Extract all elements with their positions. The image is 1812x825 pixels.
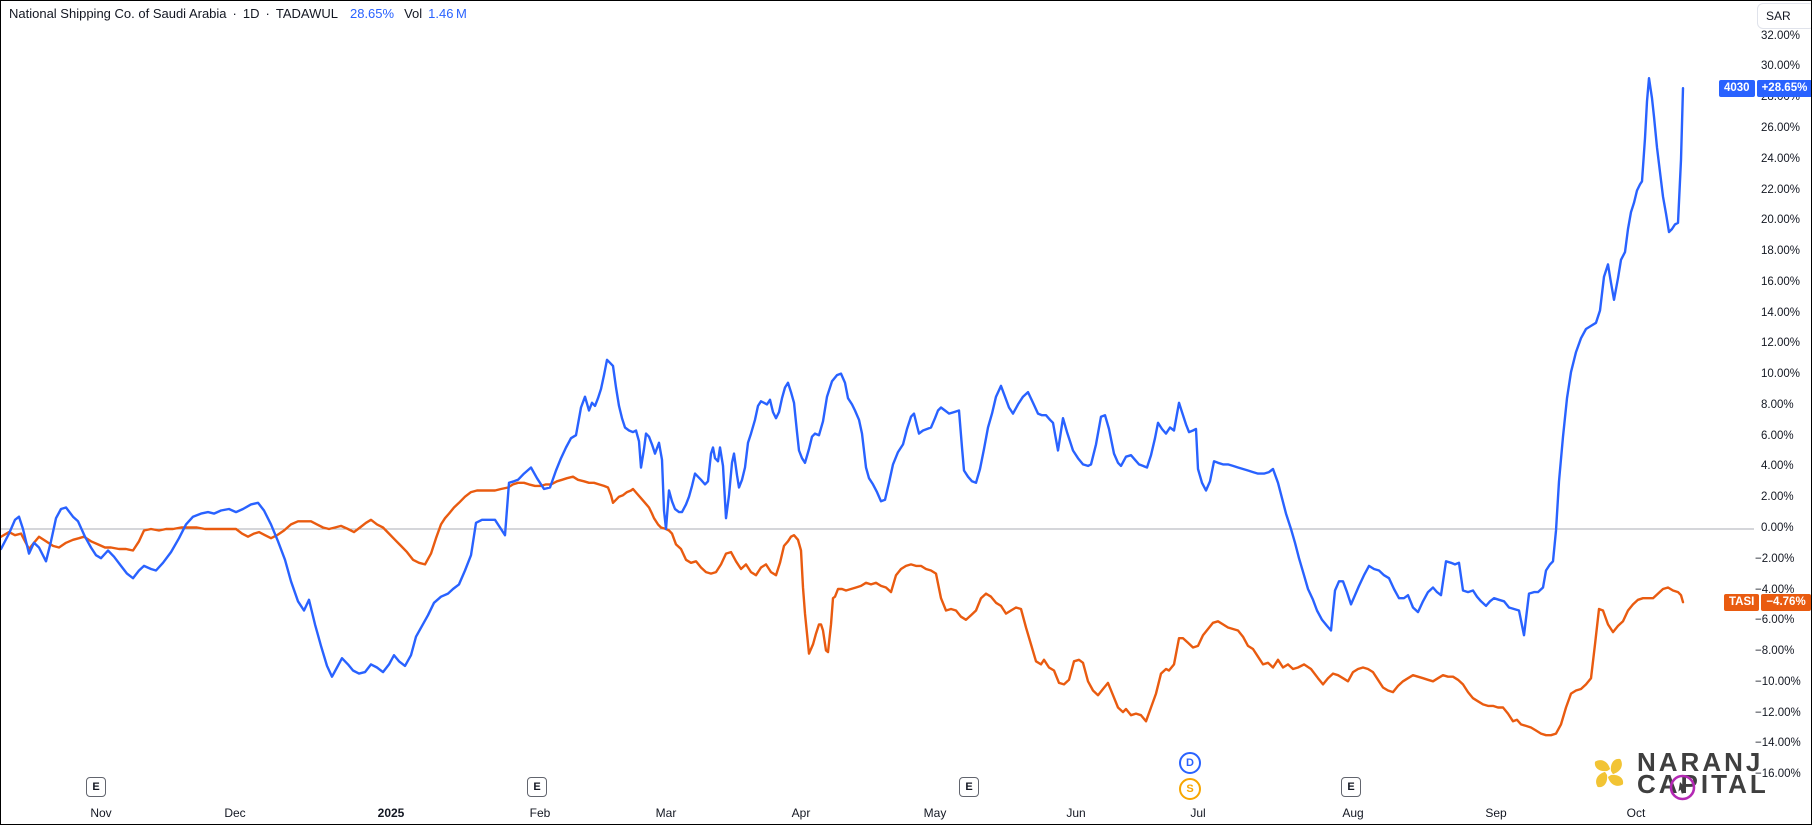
legend-separator: · — [232, 6, 237, 21]
flower-petal — [1607, 774, 1624, 786]
x-axis-month-label: Jul — [1190, 806, 1206, 820]
y-axis-tick-label: −14.00% — [1755, 737, 1801, 750]
x-axis-month-label: 2025 — [377, 806, 405, 820]
y-axis-tick-label: 8.00% — [1761, 398, 1794, 411]
cursor-highlight-icon — [1669, 774, 1696, 801]
volume-value: 1.46 M — [428, 6, 467, 21]
price-label-symbol: TASI — [1724, 593, 1760, 611]
x-axis-month-label: May — [923, 806, 947, 820]
y-axis-tick-label: 32.00% — [1761, 29, 1801, 42]
tasi-price-label: TASI −4.76% — [1724, 593, 1811, 611]
y-axis-tick-label: 20.00% — [1761, 214, 1801, 227]
y-axis-tick-label: 16.00% — [1761, 275, 1801, 288]
dividend-marker[interactable]: D — [1179, 752, 1201, 774]
x-axis-month-label: Sep — [1485, 806, 1507, 820]
stock-series-line[interactable] — [1, 76, 1685, 678]
y-axis-tick-label: 14.00% — [1761, 306, 1801, 319]
y-axis-tick-label: −2.00% — [1755, 552, 1795, 565]
y-axis-tick-label: 4.00% — [1761, 460, 1794, 473]
price-label-value: +28.65% — [1756, 79, 1811, 97]
symbol-title: National Shipping Co. of Saudi Arabia — [9, 6, 227, 21]
x-axis-month-label: Jun — [1066, 806, 1086, 820]
stock-price-label: 4030 +28.65% — [1719, 79, 1811, 97]
y-axis-tick-label: −12.00% — [1755, 706, 1801, 719]
y-axis-tick-label: 18.00% — [1761, 245, 1801, 258]
logo-line1: NARANJ — [1637, 747, 1764, 777]
x-axis-month-label: Aug — [1342, 806, 1364, 820]
x-axis-month-label: Dec — [224, 806, 246, 820]
earnings-marker[interactable]: E — [959, 777, 979, 797]
symbol-legend[interactable]: National Shipping Co. of Saudi Arabia · … — [9, 6, 467, 21]
earnings-marker[interactable]: E — [1341, 777, 1361, 797]
logo-line2: CAPITAL — [1637, 769, 1769, 799]
y-axis-tick-label: 10.00% — [1761, 368, 1801, 381]
naranj-flower-icon — [1594, 758, 1624, 788]
x-axis-month-label: Nov — [90, 806, 112, 820]
split-marker[interactable]: S — [1179, 778, 1201, 800]
price-scale[interactable]: 32.00% 30.00% 28.00% 26.00% 24.00% 22.00% 20.0… — [1751, 1, 1811, 824]
timeframe-label: 1D — [242, 6, 260, 21]
currency-label: SAR — [1766, 9, 1791, 23]
price-label-symbol: 4030 — [1719, 79, 1755, 97]
earnings-marker[interactable]: E — [527, 777, 547, 797]
y-axis-tick-label: 24.00% — [1761, 152, 1801, 165]
flower-petal — [1594, 760, 1611, 772]
x-axis-month-label: Mar — [655, 806, 677, 820]
time-axis[interactable]: Nov Dec 2025 Feb Mar Apr May Jun Jul Aug Sep Oct — [1, 801, 1811, 824]
flower-petal — [1596, 771, 1608, 788]
price-label-value: −4.76% — [1761, 593, 1811, 611]
y-axis-tick-label: −6.00% — [1755, 614, 1795, 627]
earnings-marker[interactable]: E — [86, 777, 106, 797]
y-axis-tick-label: 30.00% — [1761, 60, 1801, 73]
tasi-series-line[interactable] — [1, 475, 1685, 737]
currency-button[interactable]: SAR — [1757, 3, 1811, 29]
y-axis-tick-label: 2.00% — [1761, 491, 1794, 504]
y-axis-tick-label: 26.00% — [1761, 121, 1801, 134]
y-axis-tick-label: 0.00% — [1761, 522, 1794, 534]
exchange-label: TADAWUL — [275, 6, 338, 21]
volume-label: Vol — [404, 6, 423, 21]
y-axis-tick-label: 22.00% — [1761, 183, 1801, 196]
y-axis-tick-label: 12.00% — [1761, 337, 1801, 350]
y-axis-tick-label: −4.00% — [1755, 583, 1795, 596]
y-axis-tick-label: 6.00% — [1761, 429, 1794, 442]
y-axis-tick-label: −16.00% — [1755, 768, 1801, 781]
y-axis-tick-label: −10.00% — [1755, 675, 1801, 688]
naranj-capital-logo: NARANJ CAPITAL — [1591, 747, 1769, 799]
flower-petal — [1610, 758, 1622, 775]
legend-separator: · — [265, 6, 270, 21]
change-percent: 28.65% — [349, 6, 395, 21]
x-axis-month-label: Oct — [1626, 806, 1646, 820]
x-axis-month-label: Feb — [529, 806, 551, 820]
x-axis-month-label: Apr — [791, 806, 811, 820]
y-axis-tick-label: −8.00% — [1755, 645, 1795, 658]
naranj-capital-wordmark: NARANJ CAPITAL — [1637, 747, 1769, 799]
